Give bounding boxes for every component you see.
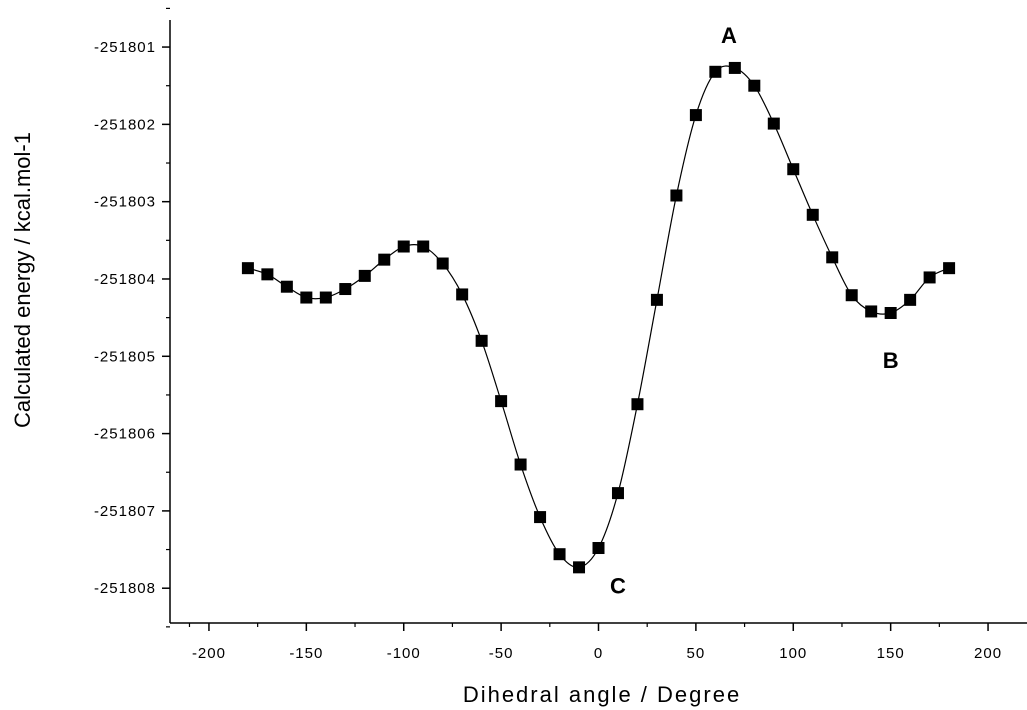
- data-point-marker: [592, 542, 605, 555]
- annotation-a: A: [721, 23, 737, 48]
- data-point-marker: [787, 163, 800, 176]
- data-point-marker: [748, 79, 761, 92]
- axes: [169, 20, 1027, 624]
- data-point-marker: [904, 293, 917, 306]
- x-tick-label: -100: [387, 645, 421, 662]
- x-tick-label: 50: [687, 645, 706, 662]
- x-tick-label: 0: [594, 645, 603, 662]
- y-tick-label: -251808: [94, 580, 156, 597]
- plot-area: A B C: [241, 23, 956, 599]
- series-line: [247, 65, 950, 569]
- data-point-marker: [845, 289, 858, 302]
- y-tick-label: -251805: [94, 348, 156, 365]
- data-point-marker: [631, 398, 644, 411]
- data-point-marker: [923, 271, 936, 284]
- data-point-marker: [611, 487, 624, 500]
- y-tick-label: -251801: [94, 39, 156, 56]
- data-point-marker: [650, 293, 663, 306]
- data-point-marker: [495, 395, 508, 408]
- data-point-marker: [261, 268, 274, 281]
- annotation-b: B: [883, 348, 899, 373]
- x-tick-label: 100: [779, 645, 807, 662]
- y-tick-label: -251803: [94, 194, 156, 211]
- data-point-marker: [553, 548, 566, 561]
- data-point-marker: [456, 288, 469, 301]
- data-point-marker: [806, 208, 819, 221]
- data-point-marker: [689, 109, 702, 122]
- data-point-marker: [417, 240, 430, 253]
- data-point-marker: [475, 334, 488, 347]
- data-point-marker: [436, 257, 449, 270]
- ticks: -200 -150 -100 -50 0 50 100 150 200 -251801 -25180…: [94, 7, 1002, 662]
- x-axis-title: Dihedral angle / Degree: [463, 682, 741, 707]
- data-point-marker: [943, 262, 956, 275]
- data-point-marker: [534, 511, 547, 524]
- data-point-marker: [826, 251, 839, 264]
- data-point-marker: [319, 291, 332, 304]
- annotation-c: C: [610, 574, 626, 599]
- y-tick-label: -251807: [94, 503, 156, 520]
- data-point-marker: [241, 262, 254, 275]
- y-tick-label: -251802: [94, 116, 156, 133]
- data-point-marker: [300, 291, 313, 304]
- data-point-marker: [378, 253, 391, 266]
- y-axis-title: Calculated energy / kcal.mol-1: [10, 132, 35, 428]
- data-point-marker: [280, 280, 293, 293]
- data-point-marker: [339, 283, 352, 296]
- data-point-marker: [397, 240, 410, 253]
- data-point-marker: [573, 561, 586, 574]
- y-tick-label: -251804: [94, 271, 156, 288]
- data-point-marker: [514, 458, 527, 471]
- data-point-marker: [767, 117, 780, 130]
- data-point-marker: [728, 61, 741, 74]
- y-tick-label: -251806: [94, 426, 156, 443]
- data-point-marker: [670, 189, 683, 202]
- x-tick-label: -50: [489, 645, 514, 662]
- x-tick-label: 200: [974, 645, 1002, 662]
- x-tick-label: -200: [192, 645, 226, 662]
- data-point-marker: [884, 306, 897, 319]
- data-point-marker: [709, 65, 722, 78]
- x-tick-label: -150: [289, 645, 323, 662]
- data-point-marker: [865, 305, 878, 318]
- data-point-marker: [358, 269, 371, 282]
- x-tick-label: 150: [877, 645, 905, 662]
